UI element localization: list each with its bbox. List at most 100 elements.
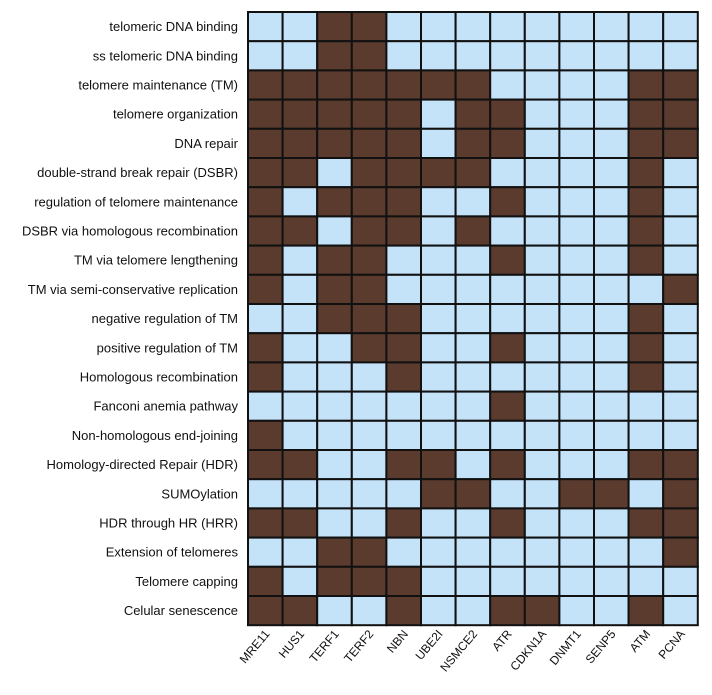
heatmap-cell (454, 215, 492, 247)
heatmap-cell (420, 303, 457, 335)
heatmap-cell (247, 69, 284, 101)
heatmap-cell (420, 565, 457, 597)
heatmap-cell (454, 390, 492, 422)
heatmap-cell (350, 69, 388, 101)
heatmap-cell (420, 536, 457, 568)
row-label: TM via semi-conservative replication (28, 282, 238, 297)
heatmap-cell (662, 332, 699, 364)
heatmap-cell (385, 11, 422, 43)
heatmap-cell (627, 11, 665, 43)
row-label: DNA repair (174, 136, 238, 151)
column-label: TERF2 (341, 627, 376, 665)
row-label: HDR through HR (HRR) (99, 516, 238, 531)
column-label: HUS1 (276, 627, 308, 661)
heatmap-cell (593, 186, 630, 218)
heatmap-cell (281, 127, 319, 160)
heatmap-cell (558, 157, 596, 189)
heatmap-cell (662, 565, 699, 597)
heatmap-cell (662, 40, 699, 72)
heatmap-cell (281, 478, 319, 510)
heatmap-cell (385, 332, 422, 364)
heatmap-cell (489, 127, 526, 160)
heatmap-cell (523, 11, 561, 43)
heatmap-cell (350, 244, 388, 276)
heatmap-cell (662, 273, 699, 305)
heatmap-cell (627, 478, 665, 510)
row-label: Homologous recombination (80, 370, 238, 385)
heatmap-cell (593, 40, 630, 72)
heatmap-cell (489, 595, 526, 627)
heatmap-cell (247, 40, 284, 72)
heatmap-cell (420, 449, 457, 481)
heatmap-cell (523, 186, 561, 218)
heatmap-cell (593, 332, 630, 364)
heatmap-cell (316, 157, 353, 189)
heatmap-cell (247, 303, 284, 335)
heatmap-cell (593, 303, 630, 335)
heatmap-cell (350, 419, 388, 451)
heatmap-cell (454, 303, 492, 335)
row-label: TM via telomere lengthening (74, 253, 238, 268)
heatmap-cell (281, 244, 319, 276)
heatmap-cell (350, 40, 388, 72)
heatmap-cell (558, 244, 596, 276)
heatmap-cell (420, 157, 457, 189)
heatmap-cell (489, 536, 526, 568)
heatmap-cell (558, 303, 596, 335)
heatmap-cell (558, 361, 596, 393)
heatmap-cell (627, 69, 665, 101)
heatmap-cell (247, 419, 284, 451)
heatmap-cell (350, 361, 388, 393)
heatmap-cell (627, 127, 665, 160)
heatmap-cell (281, 215, 319, 247)
row-label: Non-homologous end-joining (72, 428, 238, 443)
heatmap-cell (385, 361, 422, 393)
heatmap-cell (558, 478, 596, 510)
column-label: NBN (384, 627, 411, 655)
heatmap-cell (454, 449, 492, 481)
row-label: negative regulation of TM (92, 311, 238, 326)
heatmap-cell (316, 478, 353, 510)
heatmap-cell (385, 449, 422, 481)
heatmap-cell (593, 215, 630, 247)
heatmap-cell (662, 157, 699, 189)
heatmap-cell (316, 127, 353, 160)
heatmap-cell (454, 565, 492, 597)
column-label: ATM (627, 627, 653, 655)
heatmap-cell (627, 186, 665, 218)
heatmap-cell (489, 507, 526, 539)
heatmap-cell (316, 332, 353, 364)
heatmap-cell (627, 332, 665, 364)
heatmap-cell (350, 11, 388, 43)
heatmap-cell (662, 419, 699, 451)
heatmap-cell (350, 215, 388, 247)
heatmap-cell (523, 40, 561, 72)
heatmap-cell (454, 69, 492, 101)
heatmap-cell (593, 98, 630, 130)
heatmap-cell (662, 244, 699, 276)
heatmap-cells (247, 11, 699, 627)
heatmap-cell (350, 127, 388, 160)
heatmap-cell (523, 419, 561, 451)
heatmap-cell (558, 390, 596, 422)
heatmap-cell (489, 215, 526, 247)
row-label: telomere maintenance (TM) (78, 78, 238, 93)
heatmap-cell (247, 244, 284, 276)
heatmap-cell (523, 449, 561, 481)
heatmap-cell (420, 478, 457, 510)
heatmap-cell (454, 40, 492, 72)
heatmap-cell (489, 11, 526, 43)
heatmap-cell (523, 332, 561, 364)
heatmap-cell (247, 507, 284, 539)
heatmap-cell (489, 69, 526, 101)
heatmap-cell (350, 332, 388, 364)
heatmap-cell (558, 565, 596, 597)
heatmap-cell (627, 449, 665, 481)
heatmap-cell (454, 157, 492, 189)
heatmap-cell (350, 595, 388, 627)
heatmap-cell (593, 273, 630, 305)
heatmap-cell (420, 332, 457, 364)
heatmap-cell (385, 273, 422, 305)
heatmap-cell (558, 186, 596, 218)
heatmap-cell (247, 536, 284, 568)
